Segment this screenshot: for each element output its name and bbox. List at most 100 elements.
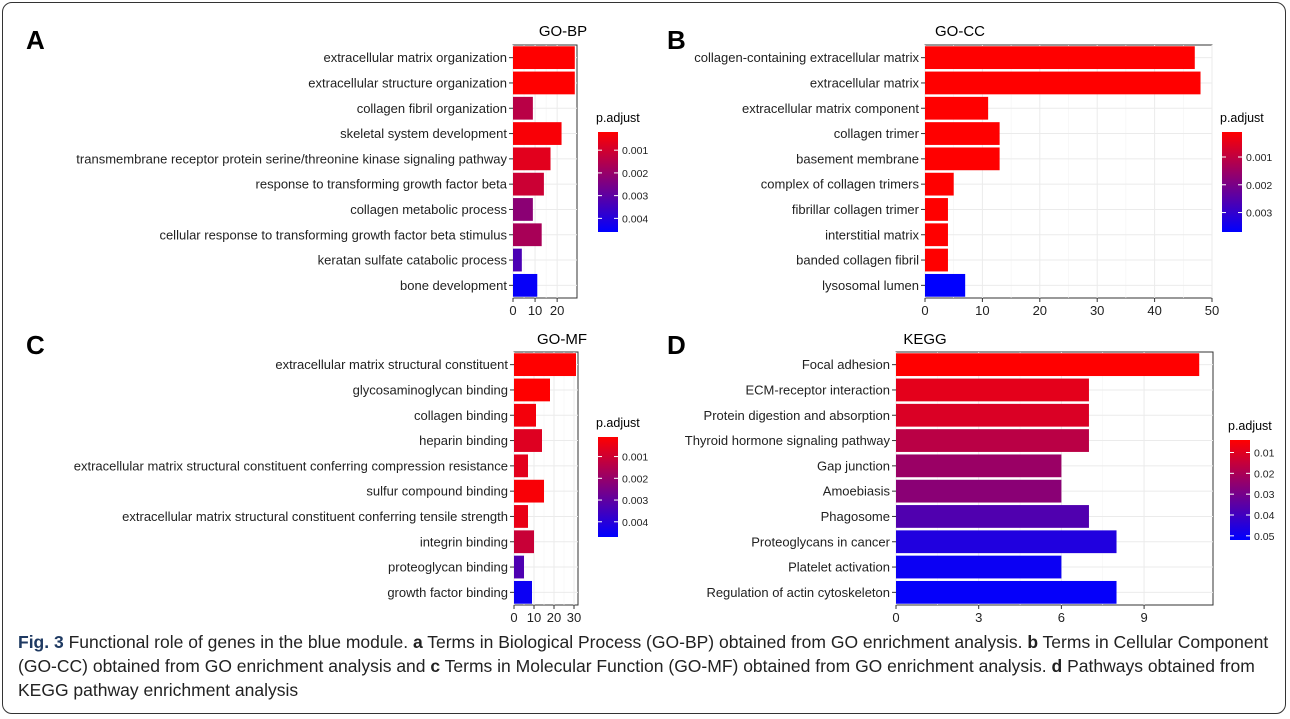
bar xyxy=(925,248,948,272)
legend-title: p.adjust xyxy=(596,416,640,430)
category-label: integrin binding xyxy=(420,534,508,549)
category-label: cellular response to transforming growth… xyxy=(159,227,507,242)
bar xyxy=(513,147,551,171)
chart-panel-go-mf: GO-MF extracellular matrix structural con… xyxy=(74,331,649,625)
bar xyxy=(514,580,532,604)
bar xyxy=(513,46,575,70)
bar xyxy=(513,248,522,272)
legend-colorbar xyxy=(598,132,618,232)
category-label: extracellular matrix structural constitu… xyxy=(275,357,508,372)
legend-tick-label: 0.01 xyxy=(1254,448,1275,460)
bar xyxy=(513,122,562,145)
bar xyxy=(925,172,954,196)
bar xyxy=(514,403,536,427)
legend-tick-label: 0.05 xyxy=(1254,531,1275,543)
category-label: collagen binding xyxy=(414,408,508,423)
bar xyxy=(896,454,1062,478)
chart-panel-go-cc: GO-CC collagen-containing extracellular m… xyxy=(694,23,1272,318)
caption-segment: a xyxy=(412,632,423,652)
legend-tick-label: 0.002 xyxy=(622,168,648,180)
bar xyxy=(896,378,1089,402)
chart-panel-kegg: KEGG Focal adhesion ECM-receptor interacti… xyxy=(685,331,1275,625)
bar xyxy=(896,429,1089,452)
legend-title: p.adjust xyxy=(1228,419,1272,433)
category-label: glycosaminoglycan binding xyxy=(353,382,508,397)
category-label: sulfur compound binding xyxy=(366,484,508,499)
category-label: growth factor binding xyxy=(387,585,508,600)
legend-colorbar xyxy=(1230,440,1250,540)
bar xyxy=(514,505,528,528)
legend-colorbar xyxy=(598,437,618,537)
category-label: proteoglycan binding xyxy=(388,560,508,575)
category-label: extracellular matrix organization xyxy=(323,50,507,65)
caption-segment: Functional role of genes in the blue mod… xyxy=(63,632,413,652)
legend-tick-label: 0.002 xyxy=(1246,180,1272,192)
bar xyxy=(514,353,576,377)
bar xyxy=(896,530,1117,554)
category-label: ECM-receptor interaction xyxy=(746,382,891,397)
category-label: extracellular matrix structural constitu… xyxy=(122,509,508,524)
category-label: Regulation of actin cytoskeleton xyxy=(706,585,890,600)
panel-letter-c: C xyxy=(26,330,45,360)
bar xyxy=(925,122,1000,145)
x-tick-label: 0 xyxy=(510,610,517,625)
panel-letter-a: A xyxy=(26,25,45,55)
bar xyxy=(514,429,542,452)
category-label: response to transforming growth factor b… xyxy=(256,177,508,192)
category-label: heparin binding xyxy=(419,433,508,448)
legend-tick-label: 0.001 xyxy=(622,145,648,157)
x-tick-label: 50 xyxy=(1205,303,1219,318)
x-tick-label: 0 xyxy=(892,610,899,625)
bar xyxy=(514,378,550,402)
caption-label: Fig. 3 xyxy=(18,632,64,652)
x-tick-label: 9 xyxy=(1140,610,1147,625)
category-label: Gap junction xyxy=(817,458,890,473)
caption-segment: Pathways obtained from KEGG pathway enri… xyxy=(18,656,1255,700)
legend-tick-label: 0.003 xyxy=(622,495,648,507)
legend-tick-label: 0.02 xyxy=(1254,468,1275,480)
category-label: lysosomal lumen xyxy=(822,278,919,293)
category-label: collagen trimer xyxy=(834,126,920,141)
category-label: banded collagen fibril xyxy=(796,253,919,268)
caption-segment: d xyxy=(1051,656,1063,676)
category-label: keratan sulfate catabolic process xyxy=(318,253,508,268)
bar xyxy=(514,530,534,554)
category-label: extracellular matrix xyxy=(810,75,920,90)
chart-title: KEGG xyxy=(903,331,946,348)
caption-segment: b xyxy=(1027,632,1039,652)
chart-title: GO-MF xyxy=(537,331,587,348)
category-label: extracellular matrix component xyxy=(742,101,919,116)
x-tick-label: 10 xyxy=(528,303,542,318)
bar xyxy=(514,454,528,478)
category-label: basement membrane xyxy=(796,151,919,166)
category-label: extracellular matrix structural constitu… xyxy=(74,458,508,473)
bar xyxy=(925,46,1195,70)
figure-caption: Fig. 3 Functional role of genes in the b… xyxy=(18,630,1273,702)
bar xyxy=(513,198,533,221)
legend-colorbar xyxy=(1222,132,1242,232)
legend-tick-label: 0.004 xyxy=(622,213,648,225)
x-tick-label: 10 xyxy=(527,610,541,625)
legend-tick-label: 0.001 xyxy=(1246,152,1272,164)
legend-title: p.adjust xyxy=(1220,111,1264,125)
panel-letter-d: D xyxy=(667,330,686,360)
panel-letter-b: B xyxy=(667,25,686,55)
bar xyxy=(896,403,1089,427)
category-label: collagen-containing extracellular matrix xyxy=(694,50,919,65)
legend-tick-label: 0.003 xyxy=(622,191,648,203)
bar xyxy=(925,71,1201,95)
category-label: transmembrane receptor protein serine/th… xyxy=(76,151,507,166)
bar xyxy=(925,147,1000,171)
bar xyxy=(513,96,533,120)
category-label: Platelet activation xyxy=(788,560,890,575)
legend-tick-label: 0.001 xyxy=(622,452,648,464)
category-label: Focal adhesion xyxy=(802,357,890,372)
category-label: Thyroid hormone signaling pathway xyxy=(685,433,891,448)
category-label: Protein digestion and absorption xyxy=(704,408,890,423)
x-tick-label: 40 xyxy=(1147,303,1161,318)
bar xyxy=(925,273,966,297)
category-label: bone development xyxy=(400,278,507,293)
bar xyxy=(513,223,542,247)
caption-segment: c xyxy=(430,656,441,676)
bar xyxy=(896,505,1089,528)
